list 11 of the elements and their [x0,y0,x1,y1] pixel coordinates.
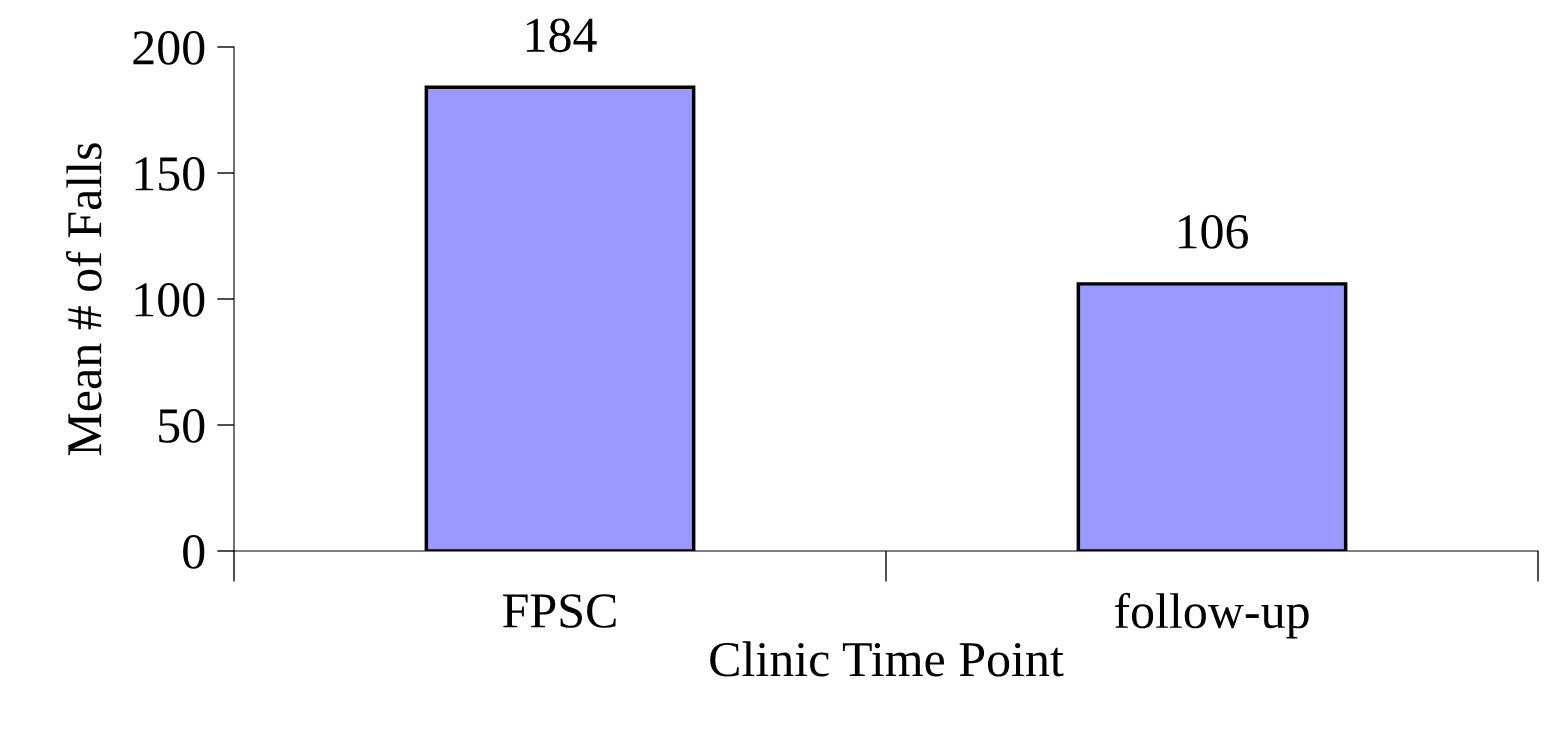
y-tick-label: 0 [183,535,205,569]
y-tick-label: 50 [159,409,205,443]
y-tick-label: 100 [135,283,205,317]
x-tick-label: follow-up [1114,592,1309,639]
y-tick-label: 200 [133,31,205,65]
x-tick-label: FPSC [503,594,616,628]
y-tick-label: 150 [135,157,205,191]
data-label: 184 [526,18,597,53]
x-axis-title: Clinic Time Point [710,641,1064,677]
data-label: 106 [1178,214,1249,249]
y-axis-title: Mean # of Falls [65,143,102,456]
